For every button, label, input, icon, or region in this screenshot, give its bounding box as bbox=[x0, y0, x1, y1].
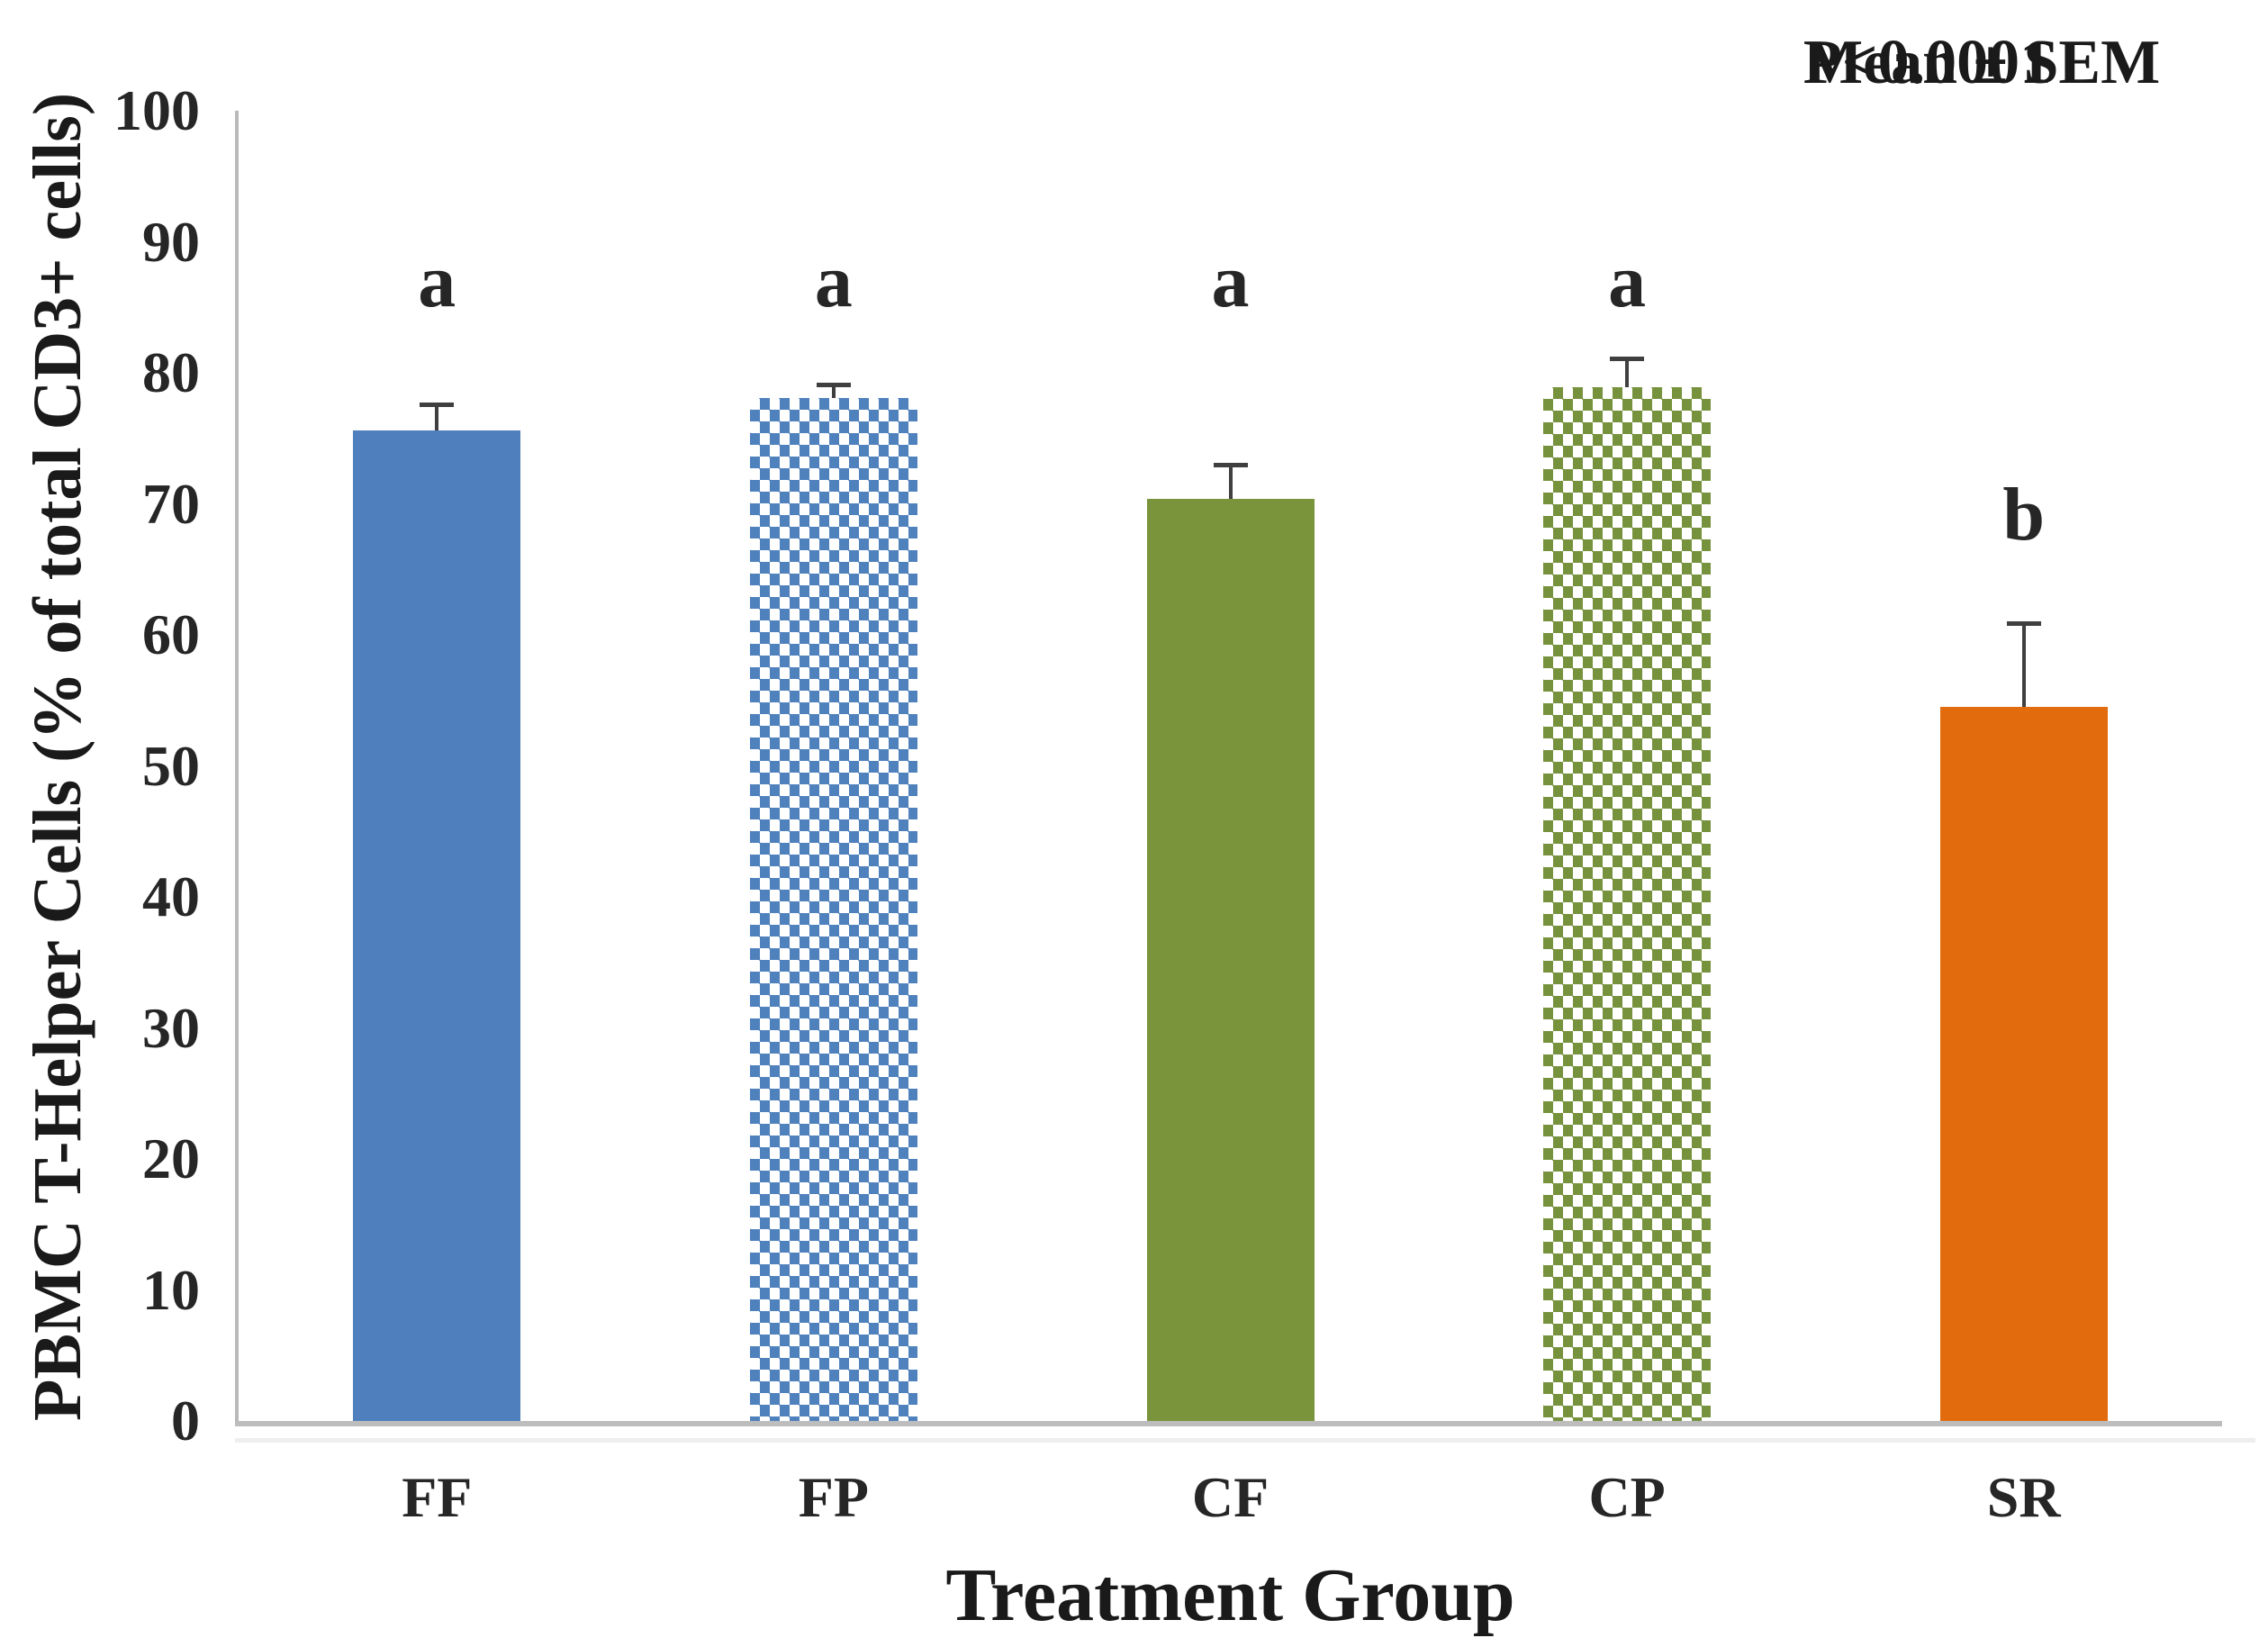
error-bar-cap bbox=[2006, 620, 2041, 626]
y-tick-label: 0 bbox=[171, 1389, 200, 1452]
y-tick-label: 50 bbox=[142, 733, 200, 798]
error-bar-line bbox=[1625, 357, 1630, 387]
bar-CF bbox=[1146, 498, 1315, 1421]
x-axis-title: Treatment Group bbox=[945, 1553, 1515, 1637]
error-bar-cap bbox=[816, 383, 851, 388]
y-tick-label: 90 bbox=[142, 209, 200, 274]
y-tick-label: 60 bbox=[142, 602, 200, 666]
sig-letter-FP: a bbox=[814, 239, 853, 323]
bar-CP bbox=[1543, 387, 1712, 1421]
x-axis-line bbox=[235, 1421, 2222, 1426]
x-category-label-FP: FP bbox=[798, 1465, 869, 1529]
y-tick-label: 30 bbox=[142, 995, 200, 1060]
y-tick-label: 10 bbox=[142, 1257, 200, 1322]
x-category-label-SR: SR bbox=[1986, 1465, 2061, 1529]
y-tick-label: 40 bbox=[142, 864, 200, 928]
p-value-text: P<0.0001 bbox=[1803, 28, 2052, 97]
bar-FF bbox=[353, 430, 521, 1421]
error-bar-line bbox=[831, 385, 836, 398]
bar-SR bbox=[1939, 707, 2108, 1421]
error-bar-cap bbox=[1610, 356, 1645, 361]
bar-FP bbox=[749, 397, 917, 1421]
y-tick-label: 20 bbox=[142, 1127, 200, 1190]
sig-letter-SR: b bbox=[2002, 472, 2046, 557]
error-bar-line bbox=[1228, 464, 1233, 499]
mean-sem-text: Mean ± SEM bbox=[1803, 28, 2161, 97]
sig-letter-CF: a bbox=[1211, 239, 1250, 323]
error-bar-line bbox=[435, 403, 439, 430]
error-bar-cap bbox=[1213, 462, 1248, 467]
error-bar-line bbox=[2021, 622, 2026, 707]
error-bar-cap bbox=[420, 402, 455, 407]
y-tick-label: 100 bbox=[113, 78, 200, 142]
x-category-label-FF: FF bbox=[402, 1465, 473, 1529]
sig-letter-FF: a bbox=[418, 239, 456, 323]
x-category-label-CP: CP bbox=[1588, 1465, 1666, 1529]
y-tick-label: 70 bbox=[142, 471, 200, 536]
x-category-label-CF: CF bbox=[1191, 1465, 1270, 1529]
sig-letter-CP: a bbox=[1608, 239, 1647, 323]
x-axis-shadow-line bbox=[235, 1438, 2255, 1443]
y-tick-label: 80 bbox=[142, 340, 200, 404]
y-axis-line bbox=[235, 111, 239, 1425]
